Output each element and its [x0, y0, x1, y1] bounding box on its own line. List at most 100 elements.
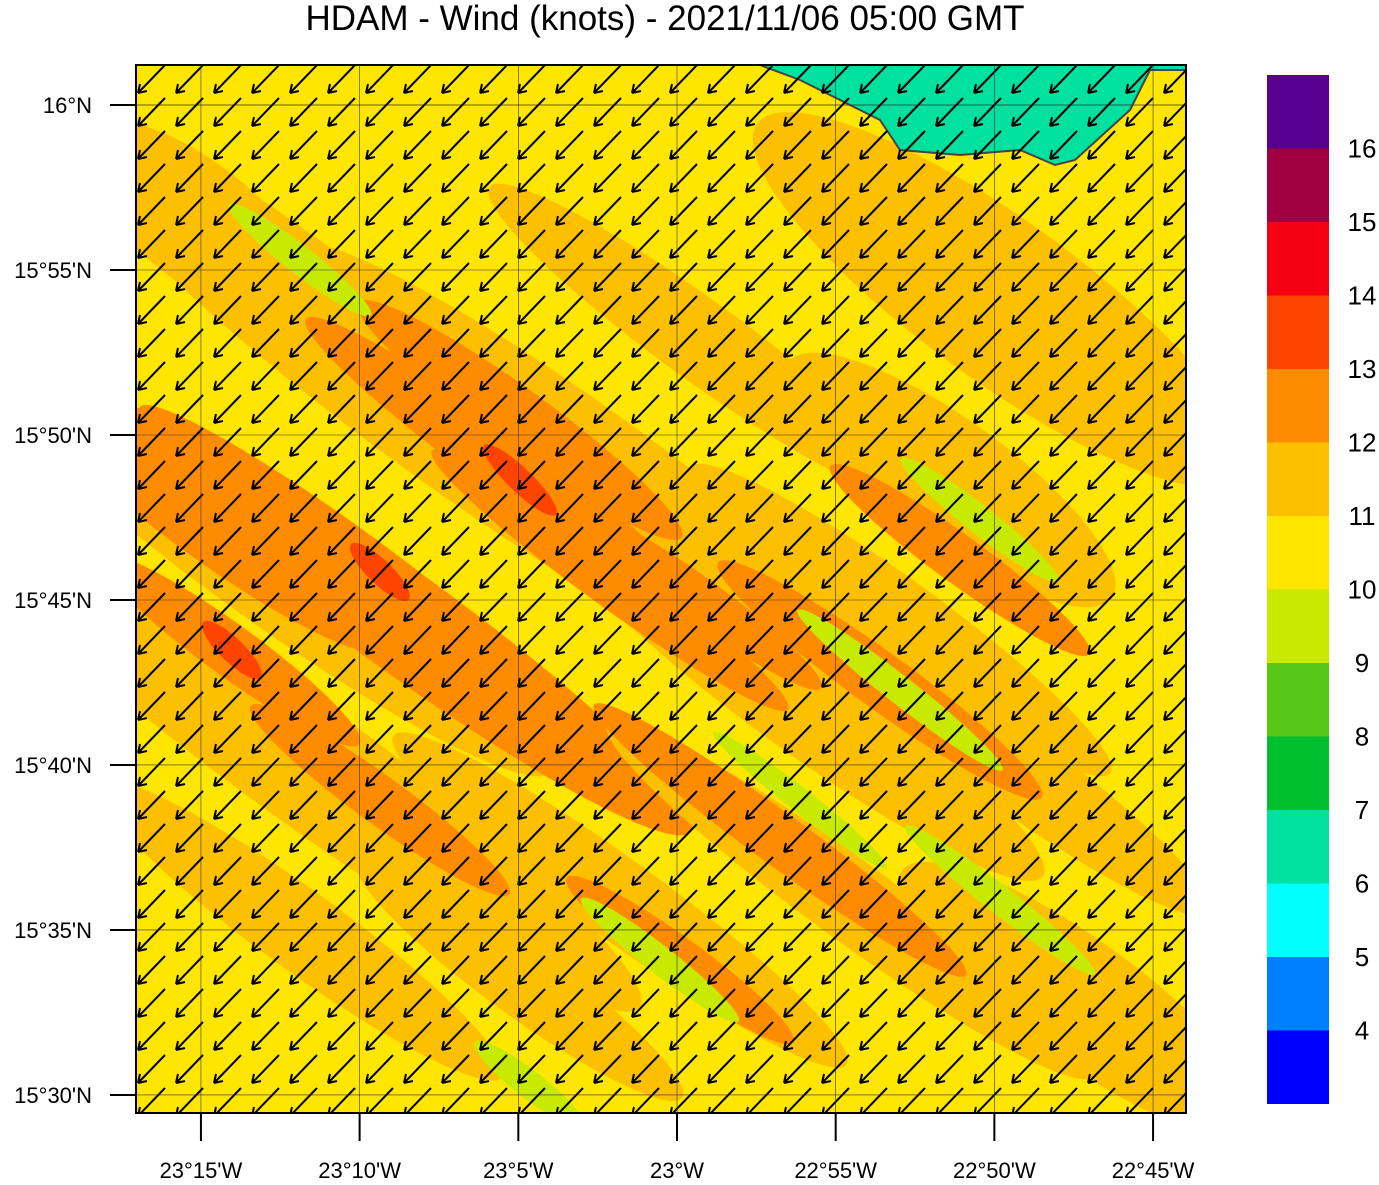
wind-arrow: [745, 361, 774, 391]
wind-arrow: [327, 691, 356, 721]
wind-arrow: [631, 625, 660, 655]
wind-arrow: [441, 1087, 470, 1113]
wind-arrow: [1125, 592, 1154, 622]
wind-arrow: [137, 1021, 166, 1051]
wind-arrow: [555, 724, 584, 754]
wind-arrow: [973, 955, 1002, 985]
wind-arrow: [289, 724, 318, 754]
wind-arrow: [593, 361, 622, 391]
wind-arrow: [859, 394, 888, 424]
wind-arrow: [935, 625, 964, 655]
wind-arrow: [935, 229, 964, 259]
wind-arrow: [935, 988, 964, 1018]
wind-arrow: [935, 130, 964, 160]
wind-arrow: [745, 196, 774, 226]
wind-arrow: [897, 625, 926, 655]
wind-arrow: [1049, 97, 1078, 127]
wind-arrow: [707, 592, 736, 622]
wind-arrow: [745, 724, 774, 754]
land-area: [759, 65, 1186, 167]
wind-arrow: [1011, 790, 1040, 820]
wind-arrow: [935, 757, 964, 787]
wind-arrow: [631, 1021, 660, 1051]
wind-arrow: [517, 1087, 546, 1113]
wind-arrow: [973, 592, 1002, 622]
wind-arrow: [593, 493, 622, 523]
wind-arrow: [403, 196, 432, 226]
wind-arrow: [289, 592, 318, 622]
wind-arrow: [479, 262, 508, 292]
wind-arrow: [1163, 662, 1186, 688]
wind-arrow: [555, 625, 584, 655]
wind-arrow: [1163, 794, 1186, 820]
wind-arrow: [897, 394, 926, 424]
wind-arrow: [327, 1087, 356, 1113]
wind-arrow: [479, 130, 508, 160]
wind-arrow: [213, 460, 242, 490]
wind-arrow: [441, 460, 470, 490]
wind-arrow: [289, 856, 318, 886]
wind-arrow: [365, 361, 394, 391]
lon-tick-label: 22°50'W: [953, 1158, 1036, 1180]
wind-arrow: [213, 427, 242, 457]
wind-arrow: [669, 460, 698, 490]
wind-arrow: [1011, 1054, 1040, 1084]
wind-arrow: [973, 1054, 1002, 1084]
wind-arrow: [327, 988, 356, 1018]
wind-arrow: [745, 163, 774, 193]
wind-arrow: [175, 196, 204, 226]
wind-arrow: [251, 955, 280, 985]
wind-arrow: [631, 295, 660, 325]
wind-arrow: [707, 724, 736, 754]
wind-arrow: [555, 130, 584, 160]
wind-arrow: [973, 856, 1002, 886]
wind-arrow: [251, 757, 280, 787]
wind-arrow: [1163, 233, 1186, 259]
wind-arrow: [555, 328, 584, 358]
wind-arrow: [783, 790, 812, 820]
wind-arrow: [403, 427, 432, 457]
wind-arrow: [783, 823, 812, 853]
wind-arrow: [669, 757, 698, 787]
wind-arrow: [1049, 361, 1078, 391]
wind-arrow: [555, 196, 584, 226]
wind-arrow: [935, 790, 964, 820]
wind-arrow: [289, 922, 318, 952]
wind-arrow: [745, 460, 774, 490]
wind-arrow: [479, 691, 508, 721]
wind-arrow: [1087, 1087, 1116, 1113]
wind-arrow: [137, 526, 166, 556]
wind-arrow: [935, 394, 964, 424]
wind-arrow: [897, 196, 926, 226]
band: [136, 386, 390, 654]
wind-arrow: [783, 559, 812, 589]
wind-arrow: [251, 724, 280, 754]
wind-arrow: [593, 856, 622, 886]
wind-arrow: [631, 889, 660, 919]
wind-arrow: [403, 163, 432, 193]
wind-arrow: [859, 460, 888, 490]
wind-arrow: [555, 922, 584, 952]
wind-arrow: [1087, 559, 1116, 589]
wind-arrow: [1087, 691, 1116, 721]
wind-arrow: [1087, 790, 1116, 820]
wind-arrow: [935, 1087, 964, 1113]
wind-arrow: [251, 493, 280, 523]
wind-arrow: [1125, 691, 1154, 721]
wind-arrow: [251, 295, 280, 325]
wind-arrow: [137, 691, 166, 721]
wind-arrow: [745, 526, 774, 556]
wind-arrow: [897, 163, 926, 193]
wind-arrow: [555, 790, 584, 820]
wind-arrow: [935, 493, 964, 523]
wind-arrow: [707, 361, 736, 391]
wind-arrow: [1125, 1021, 1154, 1051]
wind-arrow: [365, 493, 394, 523]
wind-arrow: [973, 163, 1002, 193]
wind-arrow: [669, 592, 698, 622]
wind-arrow: [935, 65, 964, 94]
wind-arrow: [783, 196, 812, 226]
wind-arrow: [365, 724, 394, 754]
wind-arrow: [1049, 1021, 1078, 1051]
wind-arrow: [251, 196, 280, 226]
